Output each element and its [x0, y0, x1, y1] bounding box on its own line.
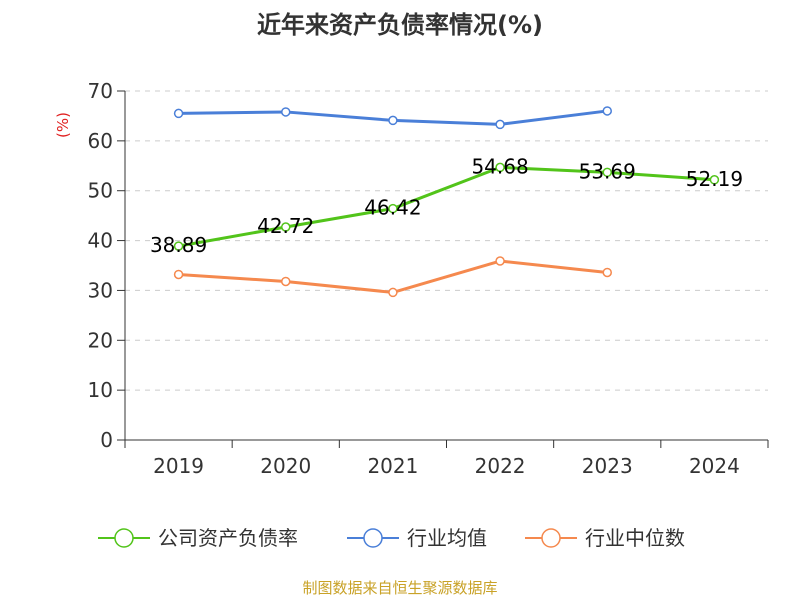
data-label: 38.89 — [150, 233, 207, 257]
data-point — [281, 276, 291, 287]
data-point — [173, 269, 184, 280]
legend-swatch-marker — [541, 528, 561, 548]
y-tick-label: 60 — [88, 129, 113, 153]
data-point — [495, 256, 505, 266]
y-tick-label: 50 — [88, 179, 113, 203]
series-line — [178, 165, 715, 248]
y-axis-unit-label: (%) — [54, 112, 72, 138]
y-tick-label: 30 — [88, 278, 113, 302]
data-point — [281, 222, 291, 232]
y-tick-label: 20 — [88, 328, 113, 352]
x-tick-label: 2020 — [260, 454, 311, 478]
x-tick-label: 2021 — [367, 454, 418, 478]
y-tick-label: 0 — [100, 428, 113, 452]
legend-item[interactable]: 行业中位数 — [525, 526, 685, 550]
x-tick-label: 2023 — [582, 454, 633, 478]
data-label: 53.69 — [579, 159, 636, 183]
data-label: 54.68 — [471, 154, 528, 178]
legend: 公司资产负债率 行业均值 行业中位数 — [98, 526, 685, 550]
data-label: 52.19 — [686, 167, 743, 191]
legend-item[interactable]: 行业均值 — [347, 526, 487, 550]
x-tick-label: 2022 — [475, 454, 526, 478]
data-label-layer: 38.89 42.72 46.42 54.68 53.69 52.19 — [150, 154, 743, 257]
x-tick-label: 2019 — [153, 454, 204, 478]
x-tick-label: 2024 — [689, 454, 740, 478]
data-point — [388, 115, 398, 126]
data-point — [602, 106, 612, 116]
source-note: 制图数据来自恒生聚源数据库 — [302, 579, 497, 597]
legend-label: 行业中位数 — [585, 526, 685, 550]
y-tick-label: 10 — [88, 378, 113, 402]
legend-swatch-marker — [363, 528, 383, 548]
data-point — [281, 107, 291, 117]
legend-label: 行业均值 — [407, 526, 487, 550]
y-tick-label: 40 — [88, 229, 113, 253]
data-point — [495, 119, 505, 130]
series-layer — [173, 106, 720, 298]
data-point — [495, 162, 505, 173]
legend-item[interactable]: 公司资产负债率 — [98, 526, 298, 550]
data-point — [388, 287, 398, 298]
data-label: 42.72 — [257, 214, 314, 238]
data-point — [709, 175, 720, 185]
data-point — [602, 167, 612, 178]
legend-swatch-marker — [114, 528, 134, 548]
legend-label: 公司资产负债率 — [158, 526, 298, 550]
y-tick-label: 70 — [88, 79, 113, 103]
data-point — [388, 203, 398, 214]
grid-layer — [125, 90, 768, 391]
data-point — [173, 108, 184, 119]
data-label: 46.42 — [364, 196, 421, 220]
chart-title: 近年来资产负债率情况(%) — [257, 11, 543, 39]
axis-layer: 0 10 20 30 40 50 60 70 2019 2020 2021 2022 2023 2024 — [88, 79, 769, 478]
data-point — [602, 267, 612, 278]
data-point — [173, 241, 184, 251]
